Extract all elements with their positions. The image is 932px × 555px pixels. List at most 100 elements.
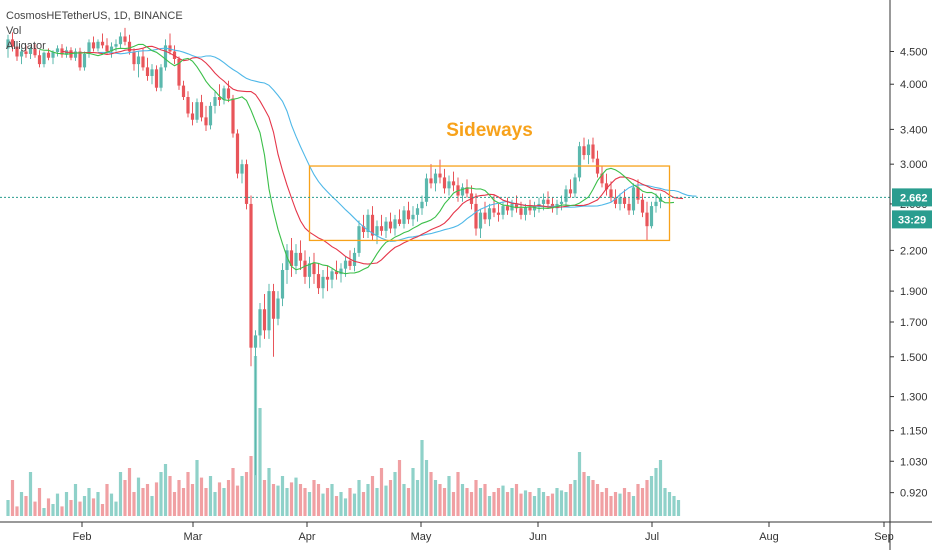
y-tick-label: 2.200	[900, 245, 928, 257]
volume-bar	[330, 484, 334, 516]
candle	[559, 195, 564, 211]
volume-bar	[429, 472, 433, 516]
volume-bar	[631, 496, 636, 516]
volume-bar	[262, 480, 267, 516]
volume-bar	[555, 488, 559, 516]
volume-bar	[348, 488, 352, 516]
volume-bar	[658, 460, 663, 516]
volume-bar	[654, 468, 658, 516]
candle	[352, 247, 357, 272]
candle	[334, 260, 339, 280]
candle	[456, 177, 460, 202]
volume-bar	[501, 485, 505, 516]
candle	[600, 166, 604, 188]
candle	[411, 206, 415, 227]
volume-bar	[483, 484, 487, 516]
candle	[294, 244, 298, 275]
volume-bar	[82, 496, 87, 516]
candle	[568, 179, 573, 198]
candle	[195, 98, 199, 123]
candle	[622, 189, 627, 209]
candle	[348, 250, 352, 270]
volume-bar	[537, 488, 541, 516]
y-tick-label: 3.000	[900, 159, 928, 171]
volume-bar	[514, 484, 519, 516]
volume-bar	[519, 493, 523, 516]
candle	[591, 137, 595, 163]
volume-bar	[159, 472, 163, 516]
candle	[451, 171, 456, 192]
last-price-value: 2.662	[900, 192, 928, 204]
candle	[546, 191, 550, 209]
volume-bar	[235, 485, 240, 516]
y-tick-label: 1.150	[900, 426, 928, 438]
volume-bar	[645, 480, 649, 516]
volume-bar	[267, 468, 271, 516]
candle	[384, 217, 388, 239]
volume-bar	[465, 488, 469, 516]
volume-bar	[469, 492, 474, 516]
candle	[19, 48, 24, 65]
volume-bar	[325, 488, 330, 516]
volume-layer	[6, 356, 681, 516]
candle	[42, 51, 46, 68]
volume-bar	[109, 493, 114, 516]
volume-bar	[550, 493, 555, 516]
candle	[492, 195, 496, 218]
candle	[186, 91, 190, 118]
sideways-label: Sideways	[446, 120, 533, 141]
volume-bar	[168, 476, 172, 516]
volume-bar	[10, 480, 15, 516]
volume-bar	[127, 468, 132, 516]
volume-bar	[15, 506, 19, 516]
candle	[550, 197, 555, 213]
candle	[465, 179, 469, 198]
volume-bar	[276, 485, 280, 516]
volume-bar	[667, 492, 672, 516]
volume-bar	[532, 496, 537, 516]
candle	[267, 283, 271, 339]
candle	[10, 32, 15, 52]
candle	[505, 197, 510, 215]
volume-bar	[541, 492, 546, 516]
candle	[222, 85, 226, 105]
x-tick-label: Mar	[184, 531, 203, 543]
candle	[366, 209, 370, 239]
volume-bar	[316, 484, 321, 516]
candle	[208, 102, 213, 130]
volume-bar	[294, 477, 298, 516]
volume-bar	[474, 480, 478, 516]
volume-bar	[361, 492, 366, 516]
x-tick-label: Jun	[529, 531, 547, 543]
candle	[114, 39, 118, 52]
volume-bar	[24, 496, 28, 516]
x-tick-label: Sep	[874, 531, 894, 543]
candle	[177, 56, 181, 90]
candle	[307, 256, 312, 289]
candle	[420, 195, 424, 215]
volume-bar	[375, 488, 379, 516]
volume-bar	[181, 488, 186, 516]
candle	[231, 94, 235, 138]
volume-bar	[663, 488, 667, 516]
volume-bar	[447, 476, 451, 516]
candle	[609, 181, 613, 202]
candle	[190, 102, 195, 126]
volume-bar	[568, 484, 573, 516]
candle	[636, 179, 640, 204]
volume-bar	[573, 480, 577, 516]
candle	[303, 250, 307, 284]
volume-bar	[303, 488, 307, 516]
volume-bar	[312, 480, 316, 516]
volume-bar	[271, 484, 276, 516]
candle	[226, 80, 231, 103]
volume-bar	[118, 472, 123, 516]
volume-bar	[460, 484, 465, 516]
volume-bar	[523, 490, 528, 516]
volume-bar	[442, 488, 447, 516]
volume-bar	[91, 498, 96, 516]
volume-bar	[406, 488, 411, 516]
y-tick-label: 1.700	[900, 317, 928, 329]
candle	[73, 48, 78, 61]
volume-bar	[258, 408, 262, 516]
